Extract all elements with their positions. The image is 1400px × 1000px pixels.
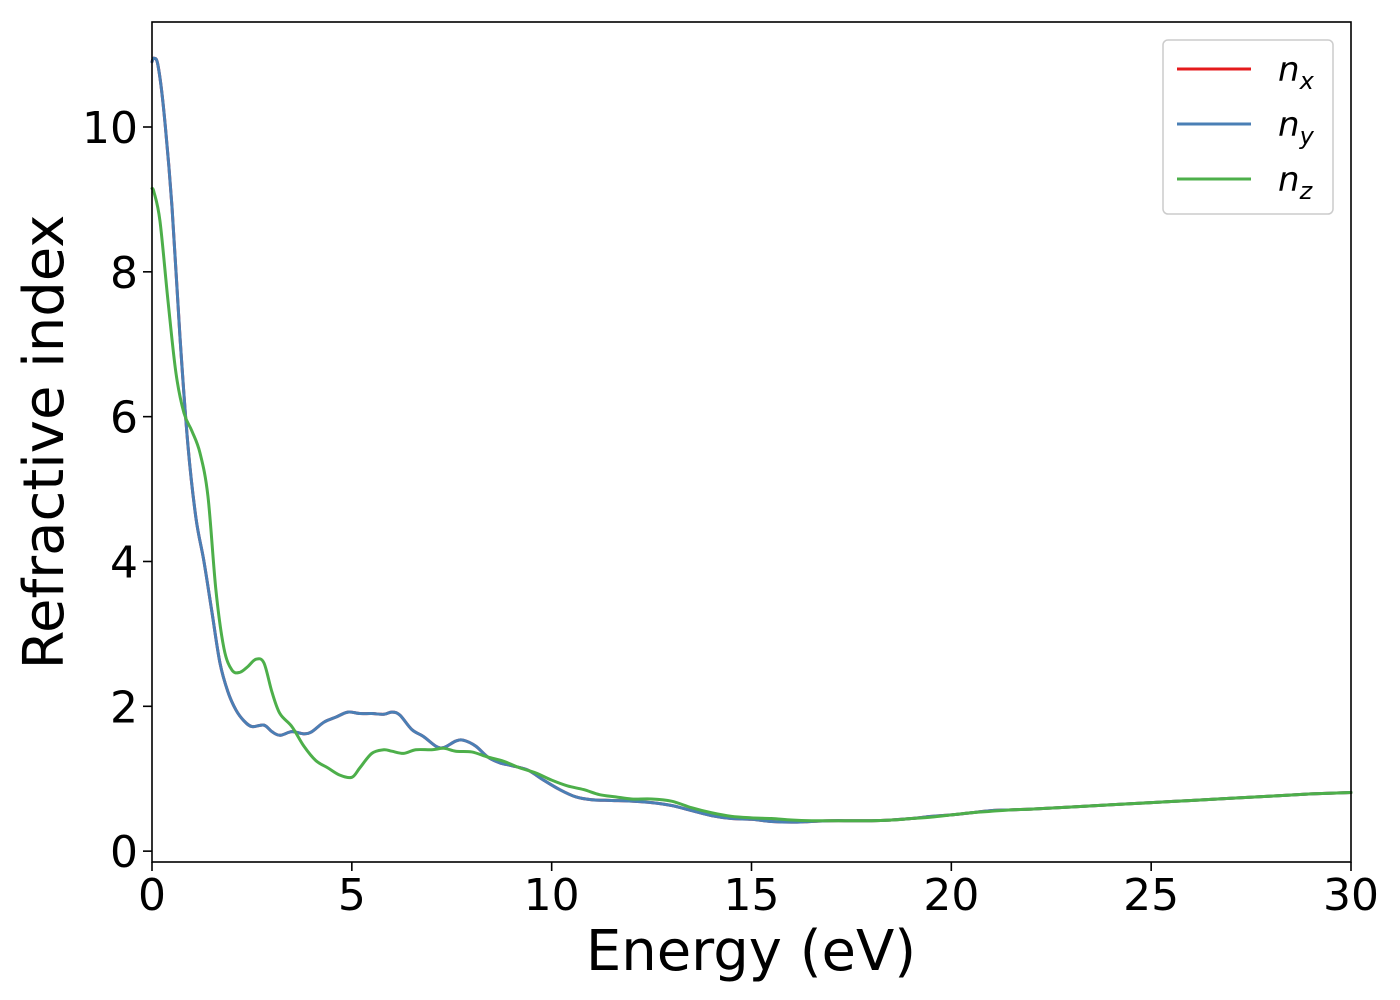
series-line-nz bbox=[150, 187, 1353, 823]
y-axis-label: Refractive index bbox=[12, 215, 77, 670]
legend-label-nx: nx bbox=[1278, 50, 1315, 95]
legend-label-subscript: y bbox=[1299, 122, 1315, 150]
y-tick-label: 8 bbox=[110, 248, 138, 299]
series-layer bbox=[150, 56, 1353, 824]
y-tick-label: 6 bbox=[110, 393, 138, 444]
x-tick-label: 30 bbox=[1323, 870, 1379, 921]
legend-label-subscript: x bbox=[1299, 67, 1315, 95]
legend-label-base: n bbox=[1278, 105, 1300, 145]
x-axis-label: Energy (eV) bbox=[586, 919, 916, 984]
y-tick-label: 0 bbox=[110, 827, 138, 878]
y-tick-label: 4 bbox=[110, 537, 138, 588]
x-tick-label: 10 bbox=[524, 870, 580, 921]
y-tick-label: 2 bbox=[110, 682, 138, 733]
legend-label-ny: ny bbox=[1278, 105, 1315, 150]
x-tick-label: 15 bbox=[724, 870, 780, 921]
tick-layer: 0 5 10 15 20 25 30 0 2 4 6 8 10 bbox=[82, 103, 1379, 921]
legend-label-subscript: z bbox=[1299, 177, 1314, 205]
legend-box bbox=[1162, 39, 1334, 215]
y-tick-label: 10 bbox=[82, 103, 138, 154]
x-tick-label: 25 bbox=[1123, 870, 1179, 921]
x-tick-label: 20 bbox=[923, 870, 979, 921]
legend-label-base: n bbox=[1278, 160, 1300, 200]
legend-label-nz: nz bbox=[1278, 160, 1314, 205]
x-tick-label: 0 bbox=[138, 870, 166, 921]
x-tick-label: 5 bbox=[338, 870, 366, 921]
legend-label-base: n bbox=[1278, 50, 1300, 90]
